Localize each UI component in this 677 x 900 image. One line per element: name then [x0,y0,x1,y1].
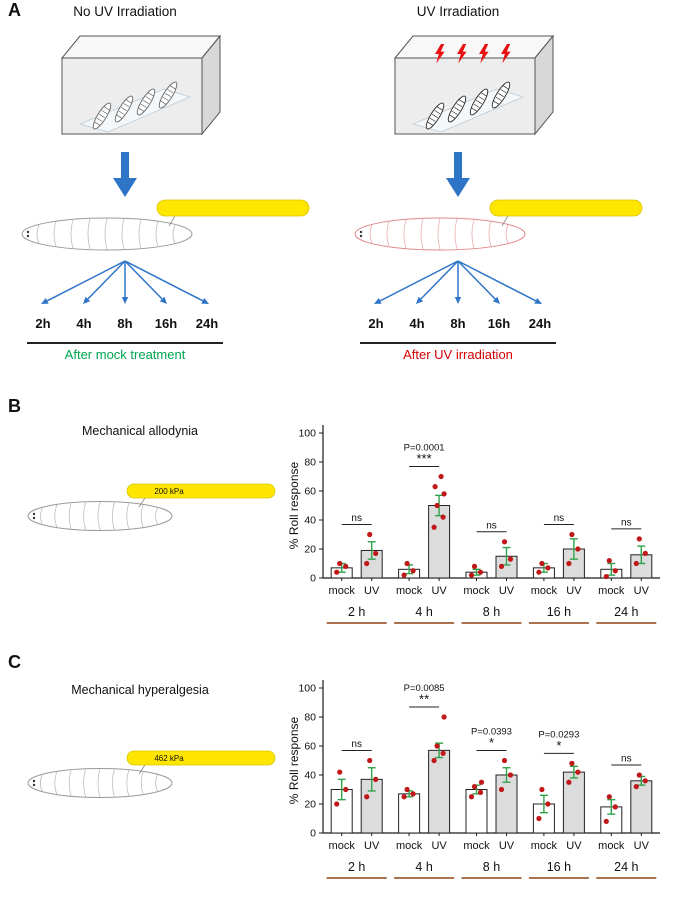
timepoint-label: 16h [487,316,511,331]
uv-timepoints-row: 2h 4h 8h 16h 24h [358,316,558,331]
svg-text:4 h: 4 h [415,860,432,874]
svg-text:ns: ns [621,754,632,765]
mock-timeline-underline [27,342,223,344]
svg-text:UV: UV [431,585,447,597]
timepoint-label: 4h [76,316,92,331]
mock-caption: After mock treatment [64,347,186,362]
timepoint-label: 24h [528,316,552,331]
panel-b-label: B [8,396,21,416]
svg-text:ns: ns [351,739,362,750]
svg-text:P=0.0393: P=0.0393 [471,727,512,738]
svg-text:16 h: 16 h [547,860,571,874]
svg-text:60: 60 [304,486,316,498]
panel-b-title: Mechanical allodynia [81,424,199,438]
svg-text:UV: UV [566,840,582,852]
svg-text:UV: UV [634,585,650,597]
down-arrow-icon [113,152,137,197]
svg-text:mock: mock [329,840,356,852]
svg-text:UV: UV [431,840,447,852]
uv-column: UV Irradiation 2h 4h 8h 16h 24h After UV… [348,0,643,385]
probe-pressure-label: 462 kPa [154,754,184,763]
uv-chamber-illustration [393,34,555,136]
uv-column-title: UV Irradiation [416,4,500,19]
svg-text:mock: mock [598,840,625,852]
svg-text:mock: mock [396,585,423,597]
svg-text:ns: ns [351,513,362,524]
mock-column: No UV Irradiation 2h 4h 8h 16h 24h After… [15,0,310,385]
svg-text:8 h: 8 h [483,860,500,874]
probe-pressure-label: 200 kPa [154,487,184,496]
timepoint-label: 24h [195,316,219,331]
down-arrow-icon [446,152,470,197]
svg-text:ns: ns [554,513,565,524]
svg-text:*: * [489,735,494,750]
svg-text:20: 20 [304,544,316,556]
svg-text:60: 60 [304,741,316,753]
uv-timeline-arrows-icon [374,260,542,304]
mock-chamber-illustration [60,34,222,136]
svg-text:**: ** [419,692,429,707]
timepoint-label: 2h [35,316,51,331]
uv-larva-illustration [354,199,643,251]
svg-text:UV: UV [566,585,582,597]
svg-text:80: 80 [304,712,316,724]
svg-text:8 h: 8 h [483,605,500,619]
hyperalgesia-chart: 0 20 40 60 80 100 % Roll response mock UV 2 h ns mo… [287,680,660,879]
svg-text:0: 0 [310,828,316,840]
mock-timeline-arrows-icon [41,260,209,304]
svg-text:***: *** [417,451,432,466]
svg-text:100: 100 [298,428,316,440]
svg-text:UV: UV [364,585,380,597]
hyperalgesia-larva-illustration: 462 kPa [27,750,276,798]
svg-text:ns: ns [486,520,497,531]
svg-text:80: 80 [304,457,316,469]
timepoint-label: 2h [368,316,384,331]
svg-text:2 h: 2 h [348,860,365,874]
svg-text:4 h: 4 h [415,605,432,619]
svg-text:UV: UV [364,840,380,852]
uv-timeline-underline [360,342,556,344]
svg-text:40: 40 [304,515,316,527]
timepoint-label: 8h [117,316,133,331]
svg-text:100: 100 [298,683,316,695]
panel-a-label: A [8,0,21,20]
svg-text:% Roll response: % Roll response [287,716,301,804]
mock-timepoints-row: 2h 4h 8h 16h 24h [25,316,225,331]
svg-text:% Roll response: % Roll response [287,461,301,549]
svg-text:24 h: 24 h [614,605,638,619]
svg-text:2 h: 2 h [348,605,365,619]
uv-caption: After UV irradiation [403,347,513,362]
svg-text:0: 0 [310,573,316,585]
svg-text:mock: mock [329,585,356,597]
timepoint-label: 8h [450,316,466,331]
svg-text:P=0.0293: P=0.0293 [538,729,579,740]
panel-c-label: C [8,652,21,672]
allodynia-chart: 0 20 40 60 80 100 % Roll response mock UV 2 h ns mo… [287,425,660,624]
allodynia-larva-illustration: 200 kPa [27,483,276,531]
svg-text:40: 40 [304,770,316,782]
svg-text:mock: mock [531,585,558,597]
svg-text:mock: mock [598,585,625,597]
svg-text:mock: mock [531,840,558,852]
mock-larva-illustration [21,199,310,251]
timepoint-label: 4h [409,316,425,331]
svg-text:16 h: 16 h [547,605,571,619]
svg-text:UV: UV [634,840,650,852]
svg-text:mock: mock [463,840,490,852]
panel-c-title: Mechanical hyperalgesia [71,683,209,697]
timepoint-label: 16h [154,316,178,331]
svg-text:24 h: 24 h [614,860,638,874]
mock-column-title: No UV Irradiation [73,4,177,19]
svg-text:mock: mock [463,585,490,597]
svg-text:ns: ns [621,517,632,528]
svg-text:UV: UV [499,585,515,597]
svg-text:mock: mock [396,840,423,852]
svg-text:20: 20 [304,799,316,811]
svg-text:*: * [556,738,561,753]
svg-text:UV: UV [499,840,515,852]
svg-text:P=0.0001: P=0.0001 [404,443,445,454]
svg-text:P=0.0085: P=0.0085 [404,683,445,694]
